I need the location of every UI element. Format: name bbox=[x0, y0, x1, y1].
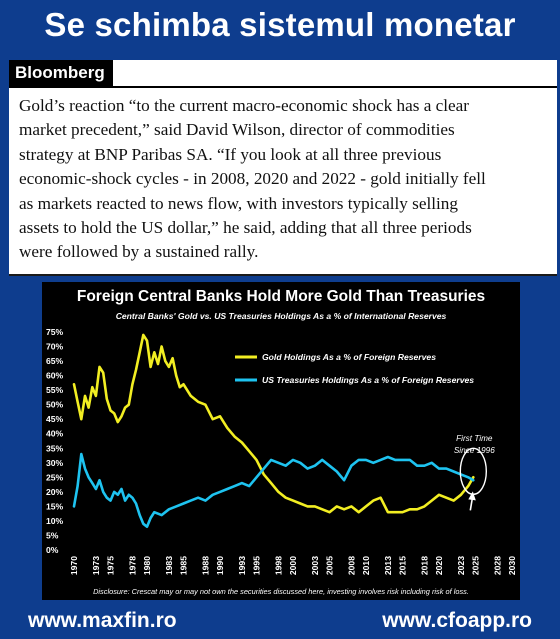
quote-card: Bloomberg Gold’s reaction “to the curren… bbox=[9, 60, 557, 276]
x-tick-label: 2030 bbox=[507, 556, 517, 575]
y-axis: 0% 5% 10% 15% 20% 25% 30% 35% 40% 45% 50% 55% 60% 65%… bbox=[46, 327, 64, 555]
annotation-arrow-head bbox=[468, 491, 476, 501]
y-tick-label: 35% bbox=[46, 443, 64, 453]
x-tick-label: 1990 bbox=[215, 556, 225, 575]
y-tick-label: 20% bbox=[46, 487, 64, 497]
annotation-arrow-shaft bbox=[469, 498, 474, 511]
x-tick-label: 2020 bbox=[434, 556, 444, 575]
quote-line: assets to hold the US dollar,” he said, … bbox=[19, 218, 472, 238]
x-tick-label: 1978 bbox=[127, 556, 137, 575]
y-tick-label: 5% bbox=[46, 530, 59, 540]
y-tick-label: 30% bbox=[46, 458, 64, 468]
quote-line: as markets reacted to news flow, with in… bbox=[19, 193, 458, 213]
x-tick-label: 2028 bbox=[492, 556, 502, 575]
x-tick-label: 2013 bbox=[383, 556, 393, 575]
x-tick-label: 2023 bbox=[456, 556, 466, 575]
quote-line: economic-shock cycles - in 2008, 2020 an… bbox=[19, 169, 486, 189]
badge-divider bbox=[9, 86, 557, 88]
chart-annotation: First Time Since 1996 bbox=[454, 434, 495, 511]
quote-text: Gold’s reaction “to the current macro-ec… bbox=[19, 94, 549, 265]
chart-panel: Foreign Central Banks Hold More Gold Tha… bbox=[42, 282, 520, 600]
legend-label: Gold Holdings As a % of Foreign Reserves bbox=[262, 352, 436, 362]
legend-label: US Treasuries Holdings As a % of Foreign… bbox=[262, 375, 474, 385]
footer-link-cfoapp[interactable]: www.cfoapp.ro bbox=[382, 609, 532, 632]
quote-line: were followed by a sustained rally. bbox=[19, 242, 259, 262]
x-tick-label: 1985 bbox=[179, 556, 189, 575]
highlight-ellipse bbox=[459, 447, 488, 496]
y-tick-label: 45% bbox=[46, 414, 64, 424]
x-tick-label: 2010 bbox=[361, 556, 371, 575]
x-tick-label: 1998 bbox=[273, 556, 283, 575]
x-tick-label: 1980 bbox=[142, 556, 152, 575]
y-tick-label: 0% bbox=[46, 545, 59, 555]
x-tick-label: 2000 bbox=[288, 556, 298, 575]
gold-vs-treasuries-chart: Foreign Central Banks Hold More Gold Tha… bbox=[46, 288, 517, 596]
x-tick-label: 1970 bbox=[69, 556, 79, 575]
x-tick-label: 1988 bbox=[200, 556, 210, 575]
series-layer bbox=[72, 333, 475, 528]
y-tick-label: 50% bbox=[46, 400, 64, 410]
quote-line: market precedent,” said David Wilson, di… bbox=[19, 120, 455, 140]
x-tick-label: 2005 bbox=[325, 556, 335, 575]
x-tick-label: 1993 bbox=[237, 556, 247, 575]
annotation-text: Since 1996 bbox=[454, 446, 495, 455]
quote-divider bbox=[9, 274, 557, 276]
headline: Se schimba sistemul monetar bbox=[44, 6, 516, 43]
x-tick-label: 2003 bbox=[310, 556, 320, 575]
footer-link-maxfin[interactable]: www.maxfin.ro bbox=[28, 609, 177, 632]
y-tick-label: 55% bbox=[46, 385, 64, 395]
chart-legend: Gold Holdings As a % of Foreign Reserves… bbox=[235, 352, 474, 385]
y-tick-label: 15% bbox=[46, 501, 64, 511]
chart-disclaimer: Disclosure: Crescat may or may not own t… bbox=[93, 587, 469, 596]
quote-line: strategy at BNP Paribas SA. “If you look… bbox=[19, 144, 442, 164]
x-tick-label: 1983 bbox=[164, 556, 174, 575]
treasuries-series-line bbox=[72, 452, 475, 528]
quote-line: Gold’s reaction “to the current macro-ec… bbox=[19, 96, 470, 115]
x-tick-label: 2025 bbox=[471, 556, 481, 575]
y-tick-label: 10% bbox=[46, 516, 64, 526]
x-tick-label: 2018 bbox=[419, 556, 429, 575]
x-tick-label: 2015 bbox=[398, 556, 408, 575]
source-badge: Bloomberg bbox=[9, 60, 113, 86]
y-tick-label: 60% bbox=[46, 371, 64, 381]
gold-series-line bbox=[72, 333, 475, 514]
y-tick-label: 70% bbox=[46, 342, 64, 352]
x-axis: 1970 1973 1975 1978 1980 1983 1985 1988 1990 1993… bbox=[69, 556, 517, 575]
y-tick-label: 40% bbox=[46, 429, 64, 439]
y-tick-label: 65% bbox=[46, 356, 64, 366]
annotation-text: First Time bbox=[456, 434, 493, 443]
chart-subtitle: Central Banks' Gold vs. US Treasuries Ho… bbox=[116, 311, 447, 321]
y-tick-label: 25% bbox=[46, 472, 64, 482]
x-tick-label: 1973 bbox=[91, 556, 101, 575]
chart-title: Foreign Central Banks Hold More Gold Tha… bbox=[77, 288, 485, 305]
x-tick-label: 1995 bbox=[252, 556, 262, 575]
y-tick-label: 75% bbox=[46, 327, 64, 337]
x-tick-label: 2008 bbox=[346, 556, 356, 575]
x-tick-label: 1975 bbox=[106, 556, 116, 575]
